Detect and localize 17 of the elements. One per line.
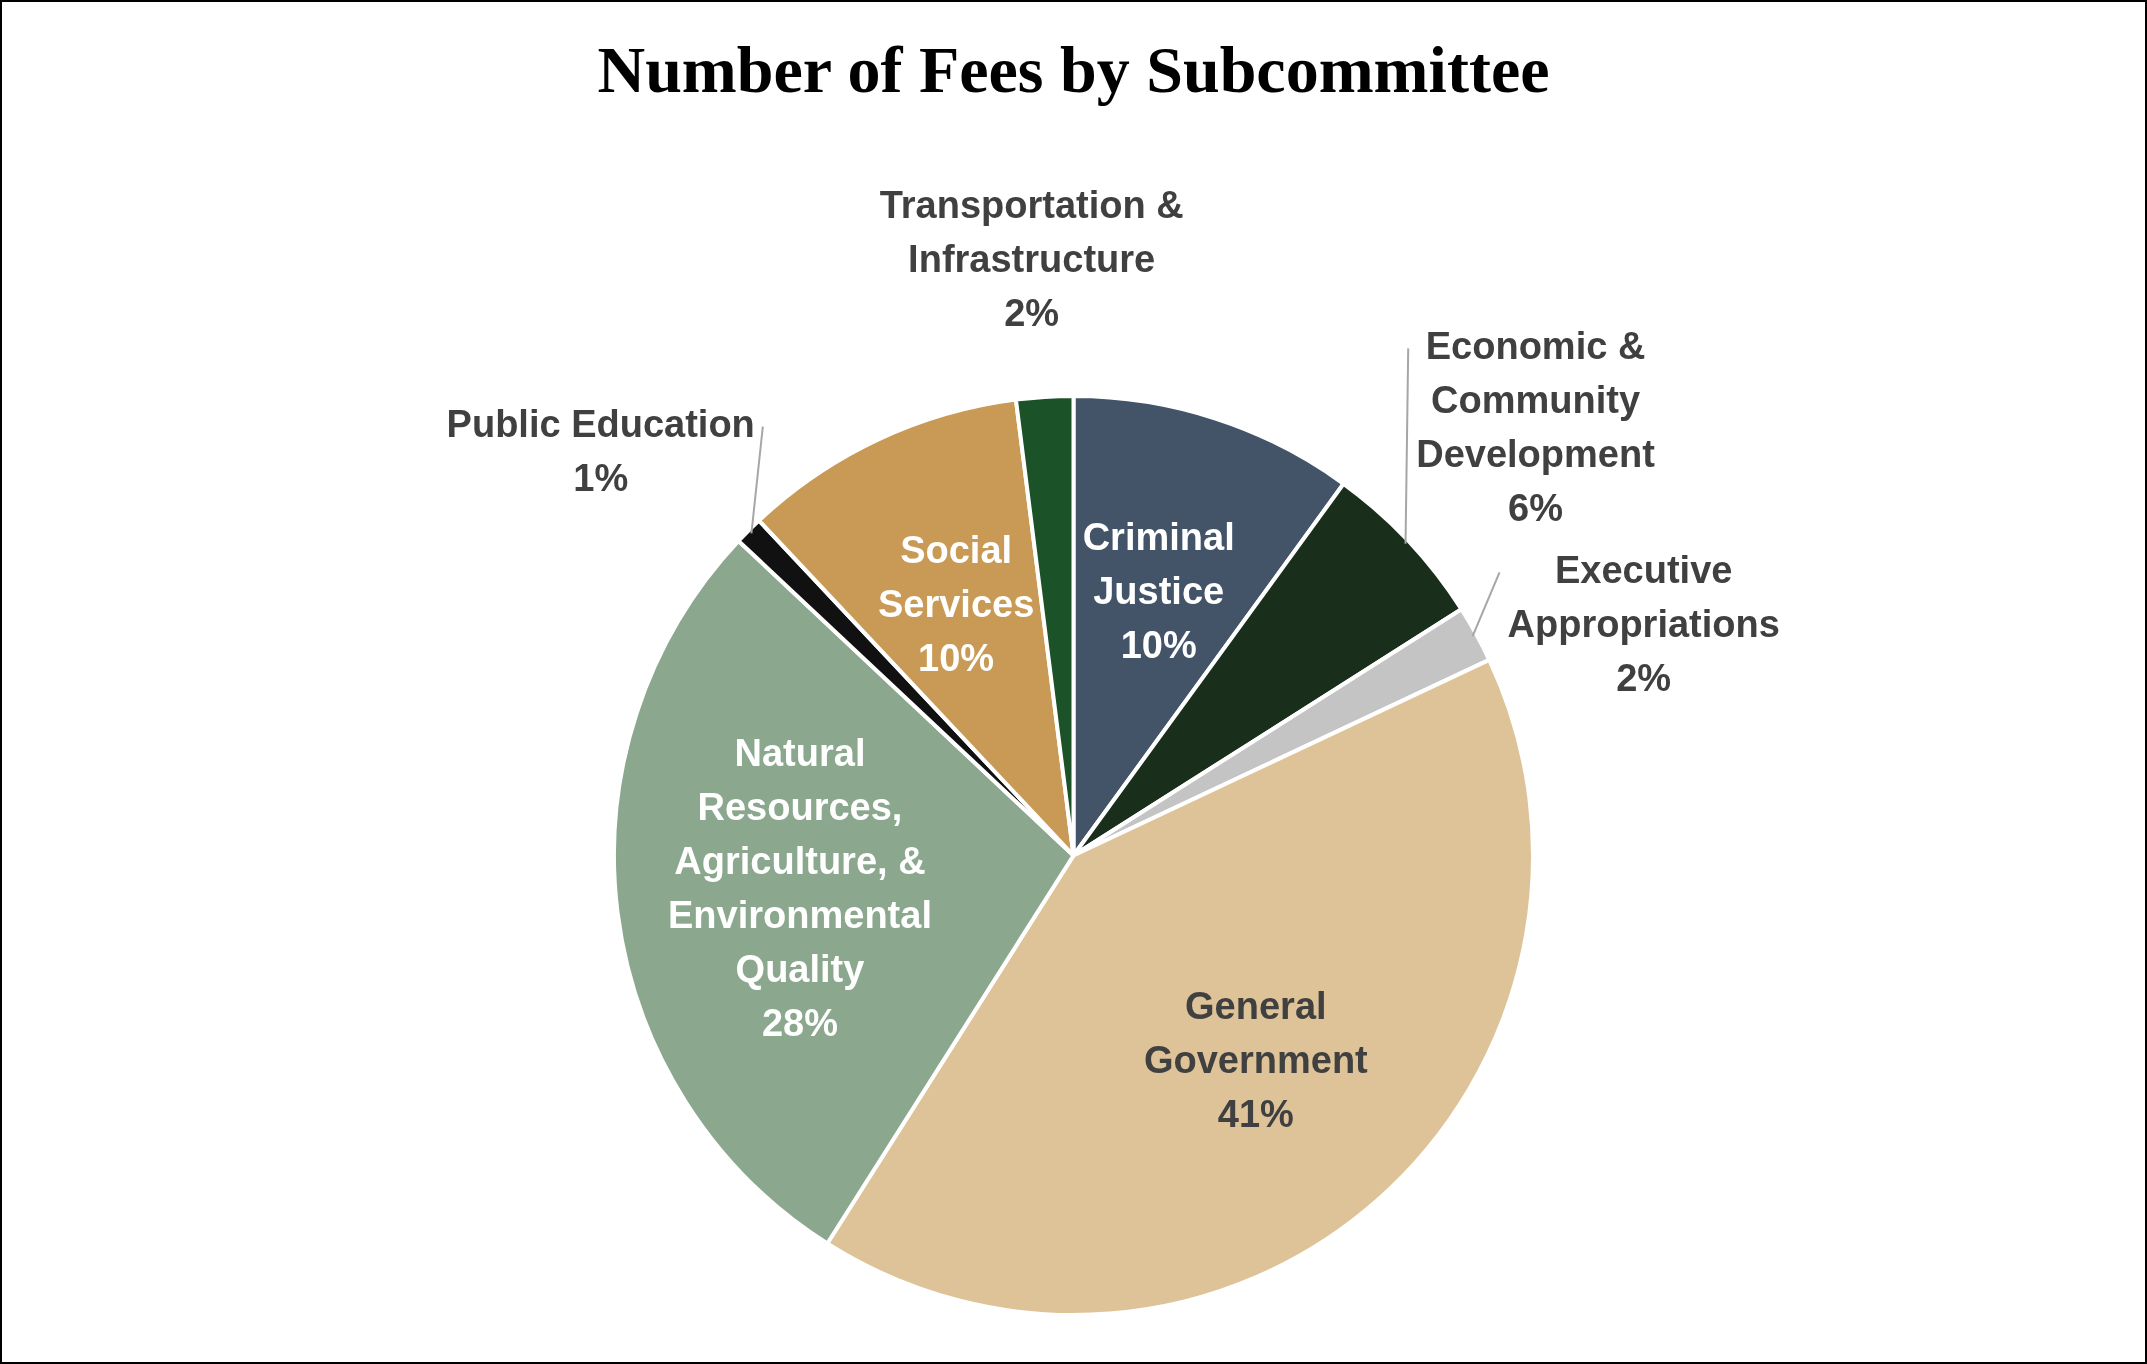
data-label: 28% [761, 1001, 839, 1044]
slice-label: Transportation & Infrastructure [879, 183, 1184, 280]
slice-label: Economic & Community Development [1416, 324, 1656, 475]
slice-label: Executive Appropriations [1507, 548, 1780, 645]
chart-title: Number of Fees by Subcommittee [596, 32, 1551, 108]
slice-label: Social Services [877, 528, 1035, 625]
data-label: 10% [1120, 623, 1197, 666]
slice-label: Criminal Justice [1082, 515, 1235, 612]
slice-label: General Government [1143, 984, 1369, 1081]
data-label: 10% [918, 636, 995, 679]
slice-label: Natural Resources, Agriculture, & Environmental Quality [668, 731, 932, 990]
data-label: 6% [1508, 486, 1563, 529]
data-label: 2% [1004, 291, 1060, 334]
data-label: 2% [1616, 656, 1672, 699]
data-label: 1% [573, 456, 629, 499]
slice-label: Public Education [446, 402, 755, 445]
data-label: 41% [1217, 1092, 1294, 1135]
